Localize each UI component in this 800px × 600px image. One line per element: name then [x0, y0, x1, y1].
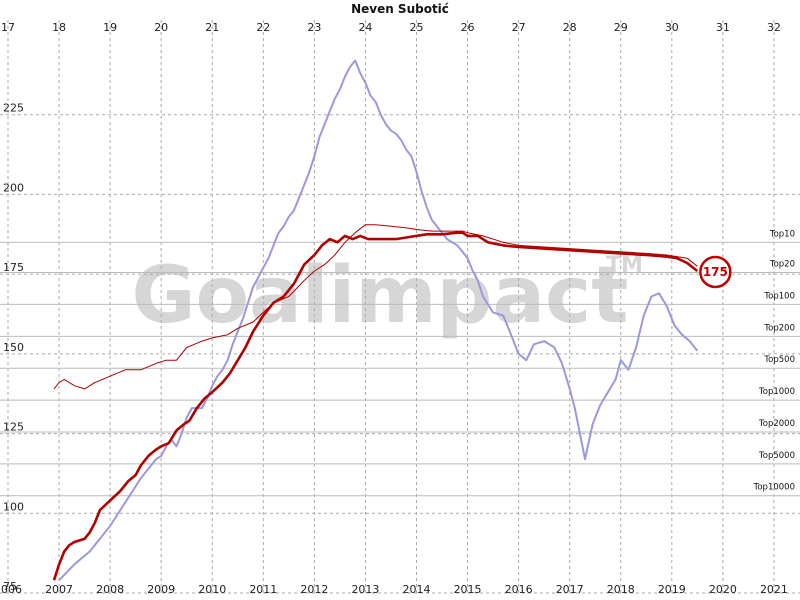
tier-lines: Top10 Top20 Top100 Top200 Top500 Top1000 Top20…: [0, 229, 800, 497]
x-tick-label: 2009: [147, 583, 175, 596]
age-tick-label: 31: [716, 21, 730, 34]
age-tick-label: 25: [410, 21, 424, 34]
y-tick-label: 200: [3, 181, 24, 194]
x-tick-label: 2017: [556, 583, 584, 596]
age-tick-label: 24: [358, 21, 372, 34]
tier-label: Top10: [769, 229, 795, 239]
x-tick-label: 2007: [45, 583, 73, 596]
y-tick-label: 150: [3, 341, 24, 354]
x-tick-label: 2020: [709, 583, 737, 596]
tier-label: Top5000: [758, 451, 795, 461]
x-tick-label: 2008: [96, 583, 124, 596]
x-tick-label: 2012: [300, 583, 328, 596]
current-value-badge: 175: [699, 255, 732, 289]
age-tick-label: 23: [307, 21, 321, 34]
x-tick-label: 2014: [403, 583, 431, 596]
tier-label: Top20: [769, 260, 795, 270]
age-tick-label: 20: [154, 21, 168, 34]
chart-title: Neven Subotić: [351, 2, 449, 16]
y-tick-label: 225: [3, 102, 24, 115]
grid-lines: [0, 20, 800, 594]
peak-line: [53, 224, 698, 390]
x-tick-label: 2010: [198, 583, 226, 596]
age-tick-label: 17: [1, 21, 15, 34]
tier-label: Top500: [763, 355, 795, 365]
x-tick-label: 2019: [658, 583, 686, 596]
y-tick-label: 125: [3, 421, 24, 434]
badge-value: 175: [703, 265, 728, 279]
x-tick-label: 2018: [607, 583, 635, 596]
x-tick-label: 2006: [0, 583, 22, 596]
x-tick-label: 2016: [505, 583, 533, 596]
goalimpact-watermark: Goalimpact: [132, 251, 629, 341]
x-tick-label: 2013: [351, 583, 379, 596]
age-tick-label: 30: [665, 21, 679, 34]
x-tick-label: 2015: [454, 583, 482, 596]
age-tick-label: 27: [512, 21, 526, 34]
goalimpact-line: [52, 231, 699, 581]
tier-label: Top200: [763, 323, 795, 333]
tier-label: Top2000: [758, 419, 795, 429]
age-tick-label: 22: [256, 21, 270, 34]
badge-circle: [699, 255, 732, 289]
y-tick-label: 75: [3, 580, 17, 593]
y-tick-label: 175: [3, 261, 24, 274]
age-tick-label: 26: [461, 21, 475, 34]
tier-label: Top10000: [753, 483, 795, 493]
series-layer: [52, 59, 699, 581]
age-tick-label: 19: [103, 21, 117, 34]
tier-label: Top1000: [758, 387, 795, 397]
age-tick-label: 29: [614, 21, 628, 34]
axis-labels: 2006 17 2007 18 2008 19 2009 20 2010 21 2011 22 2012…: [0, 21, 788, 596]
tier-label: Top100: [763, 291, 795, 301]
y-tick-label: 100: [3, 500, 24, 513]
age-tick-label: 32: [767, 21, 781, 34]
x-tick-label: 2021: [760, 583, 788, 596]
age-tick-label: 21: [205, 21, 219, 34]
x-tick-label: 2011: [249, 583, 277, 596]
age-tick-label: 18: [52, 21, 66, 34]
age-tick-label: 28: [563, 21, 577, 34]
